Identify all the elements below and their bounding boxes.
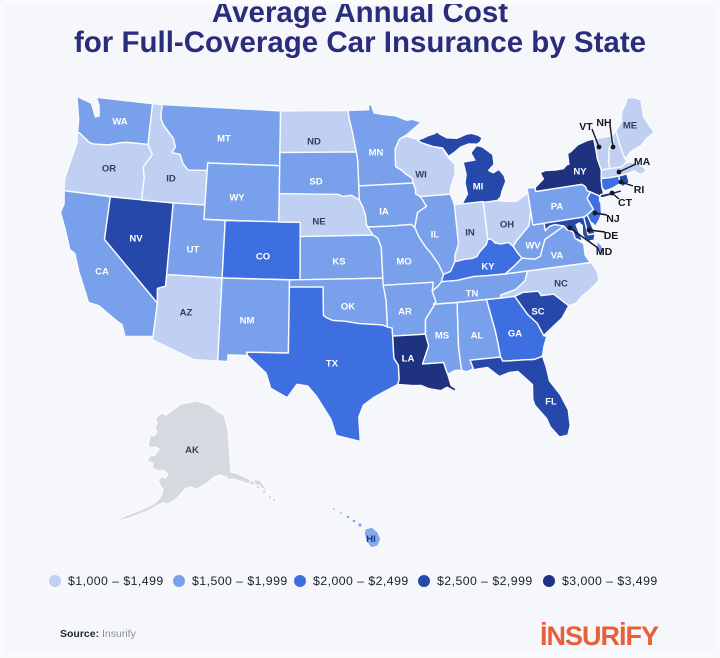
svg-text:OK: OK — [341, 301, 355, 312]
svg-text:AL: AL — [471, 330, 484, 341]
svg-text:VA: VA — [551, 250, 564, 261]
svg-text:MT: MT — [217, 133, 231, 144]
svg-text:TN: TN — [466, 288, 479, 299]
svg-text:WA: WA — [112, 116, 127, 127]
svg-text:NE: NE — [312, 216, 325, 227]
svg-text:OR: OR — [102, 163, 116, 174]
svg-text:WV: WV — [525, 240, 541, 251]
svg-text:NV: NV — [129, 233, 143, 244]
svg-text:NY: NY — [573, 166, 587, 177]
svg-text:NH: NH — [596, 117, 611, 129]
svg-text:AR: AR — [398, 306, 412, 317]
svg-text:MS: MS — [435, 330, 449, 341]
svg-text:GA: GA — [508, 328, 522, 339]
svg-text:NJ: NJ — [606, 213, 620, 225]
svg-text:LA: LA — [402, 353, 415, 364]
svg-text:FL: FL — [545, 396, 557, 407]
svg-text:AK: AK — [185, 445, 199, 456]
svg-text:ID: ID — [166, 173, 176, 184]
svg-text:WY: WY — [229, 192, 245, 203]
svg-text:CA: CA — [95, 266, 109, 277]
svg-text:MN: MN — [369, 147, 384, 158]
svg-text:OH: OH — [500, 219, 514, 230]
svg-text:WI: WI — [415, 169, 427, 180]
svg-text:ME: ME — [623, 120, 637, 131]
svg-text:VT: VT — [579, 121, 593, 133]
svg-text:KS: KS — [332, 256, 345, 267]
svg-text:NC: NC — [554, 278, 568, 289]
svg-text:HI: HI — [366, 534, 376, 545]
svg-text:ND: ND — [307, 136, 321, 147]
svg-text:MA: MA — [634, 156, 651, 168]
svg-text:SC: SC — [531, 306, 544, 317]
svg-text:RI: RI — [634, 184, 645, 196]
svg-text:IN: IN — [465, 227, 475, 238]
svg-text:TX: TX — [326, 358, 339, 369]
svg-text:CO: CO — [256, 251, 270, 262]
svg-text:MI: MI — [473, 181, 484, 192]
svg-text:CT: CT — [618, 197, 633, 209]
svg-text:UT: UT — [187, 244, 200, 255]
svg-text:IA: IA — [379, 206, 389, 217]
svg-text:DE: DE — [604, 230, 619, 242]
svg-text:SD: SD — [309, 176, 322, 187]
svg-text:AZ: AZ — [180, 307, 193, 318]
svg-text:KY: KY — [481, 261, 495, 272]
svg-text:MD: MD — [596, 246, 613, 258]
svg-text:IL: IL — [431, 229, 440, 240]
svg-text:NM: NM — [240, 315, 255, 326]
svg-text:MO: MO — [396, 256, 411, 267]
svg-text:PA: PA — [551, 201, 564, 212]
